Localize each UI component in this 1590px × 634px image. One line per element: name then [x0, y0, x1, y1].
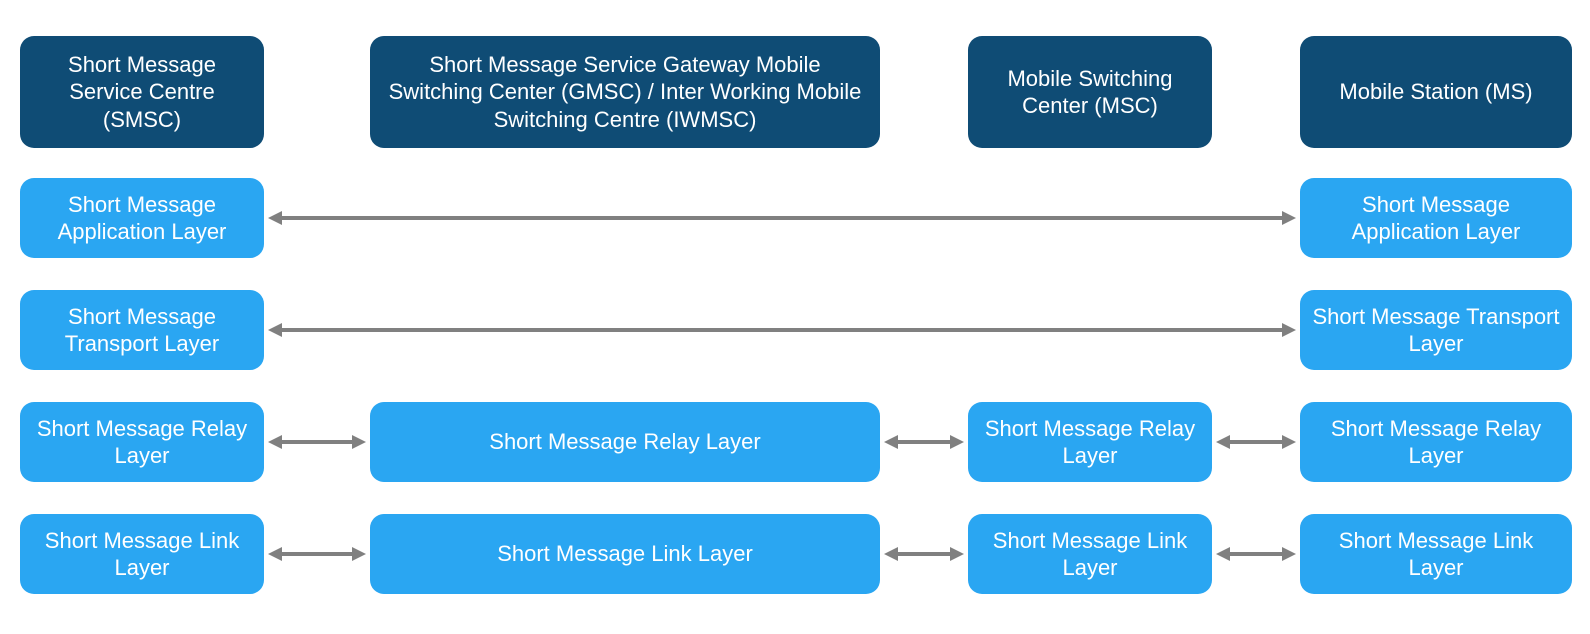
double-arrow	[268, 211, 1296, 225]
layer-2-col_gmsc: Short Message Relay Layer	[370, 402, 880, 482]
header-col_msc-label: Mobile Switching Center (MSC)	[980, 65, 1200, 120]
double-arrow	[1216, 547, 1296, 561]
double-arrow	[884, 435, 964, 449]
layer-2-col_ms: Short Message Relay Layer	[1300, 402, 1572, 482]
header-col_msc: Mobile Switching Center (MSC)	[968, 36, 1212, 148]
layer-2-col_msc-label: Short Message Relay Layer	[980, 415, 1200, 470]
header-col_ms-label: Mobile Station (MS)	[1339, 78, 1532, 106]
layer-3-col_smsc-label: Short Message Link Layer	[32, 527, 252, 582]
diagram-canvas: Short Message Service Centre (SMSC) Short…	[0, 0, 1590, 634]
layer-2-col_msc: Short Message Relay Layer	[968, 402, 1212, 482]
layer-3-col_msc: Short Message Link Layer	[968, 514, 1212, 594]
double-arrow	[268, 435, 366, 449]
layer-3-col_smsc: Short Message Link Layer	[20, 514, 264, 594]
layer-1-col_smsc-label: Short Message Transport Layer	[32, 303, 252, 358]
header-col_smsc: Short Message Service Centre (SMSC)	[20, 36, 264, 148]
header-col_smsc-label: Short Message Service Centre (SMSC)	[32, 51, 252, 134]
layer-3-col_ms: Short Message Link Layer	[1300, 514, 1572, 594]
double-arrow	[884, 547, 964, 561]
header-col_ms: Mobile Station (MS)	[1300, 36, 1572, 148]
layer-3-col_gmsc-label: Short Message Link Layer	[497, 540, 753, 568]
layer-0-col_smsc: Short Message Application Layer	[20, 178, 264, 258]
layer-3-col_ms-label: Short Message Link Layer	[1312, 527, 1560, 582]
layer-0-col_smsc-label: Short Message Application Layer	[32, 191, 252, 246]
layer-3-col_gmsc: Short Message Link Layer	[370, 514, 880, 594]
double-arrow	[268, 323, 1296, 337]
layer-2-col_gmsc-label: Short Message Relay Layer	[489, 428, 760, 456]
double-arrow	[1216, 435, 1296, 449]
layer-2-col_smsc-label: Short Message Relay Layer	[32, 415, 252, 470]
layer-2-col_ms-label: Short Message Relay Layer	[1312, 415, 1560, 470]
layer-2-col_smsc: Short Message Relay Layer	[20, 402, 264, 482]
double-arrow	[268, 547, 366, 561]
header-col_gmsc-label: Short Message Service Gateway Mobile Swi…	[382, 51, 868, 134]
layer-3-col_msc-label: Short Message Link Layer	[980, 527, 1200, 582]
layer-0-col_ms: Short Message Application Layer	[1300, 178, 1572, 258]
header-col_gmsc: Short Message Service Gateway Mobile Swi…	[370, 36, 880, 148]
layer-1-col_ms-label: Short Message Transport Layer	[1312, 303, 1560, 358]
layer-1-col_ms: Short Message Transport Layer	[1300, 290, 1572, 370]
layer-1-col_smsc: Short Message Transport Layer	[20, 290, 264, 370]
layer-0-col_ms-label: Short Message Application Layer	[1312, 191, 1560, 246]
